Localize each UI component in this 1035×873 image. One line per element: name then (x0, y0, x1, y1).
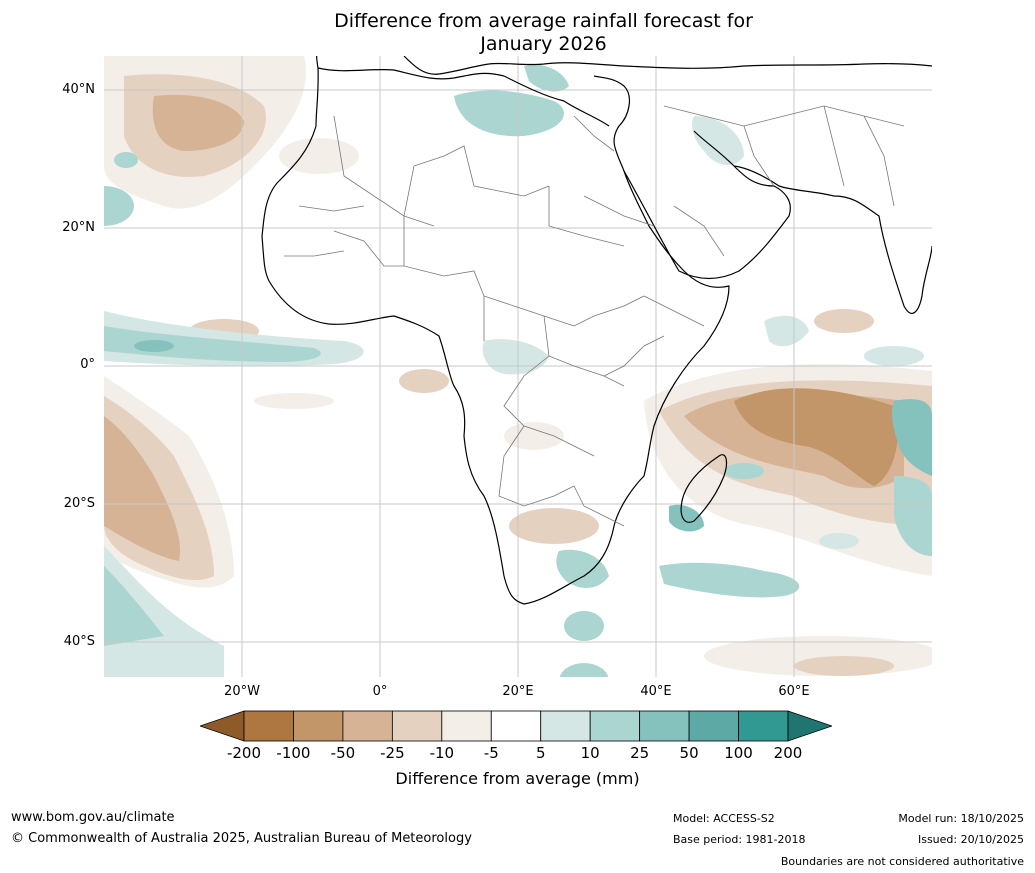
lon-label-60e: 60°E (778, 684, 810, 699)
colorbar-bin (441, 710, 492, 742)
colorbar-bin (490, 710, 542, 742)
lon-label-40e: 40°E (640, 684, 672, 699)
lat-label-0: 0° (80, 357, 95, 372)
colorbar-bin (293, 710, 344, 742)
colorbar-tick-label: 5 (535, 744, 546, 762)
map-title-date: January 2026 (480, 33, 607, 55)
colorbar-bin (688, 710, 739, 742)
colorbar (200, 710, 832, 742)
colorbar-tick-label: -50 (330, 744, 356, 762)
copyright-text: © Commonwealth of Australia 2025, Austra… (11, 831, 472, 846)
wet-anomaly-regions (104, 64, 932, 677)
colorbar-bin (243, 710, 294, 742)
lat-label-20s: 20°S (63, 496, 95, 511)
website-link[interactable]: www.bom.gov.au/climate (11, 810, 175, 825)
colorbar-tick-label: -25 (380, 744, 405, 762)
colorbar-tick-label: 10 (580, 744, 600, 762)
colorbar-bin (391, 710, 443, 742)
map-title: Difference from average rainfall forecas… (334, 10, 753, 32)
boundaries-disclaimer: Boundaries are not considered authoritat… (780, 855, 1024, 868)
colorbar-tick-label: -200 (226, 744, 262, 762)
lon-label-20w: 20°W (224, 684, 260, 699)
colorbar-tick-label: 25 (630, 744, 650, 762)
colorbar-extend-max (787, 710, 832, 742)
dry-anomaly-regions (104, 56, 932, 676)
country-borders (284, 105, 905, 527)
issued-date: Issued: 20/10/2025 (917, 833, 1024, 846)
lon-label-0: 0° (372, 684, 388, 699)
graticule (104, 56, 932, 677)
coastlines (261, 56, 932, 605)
colorbar-bin (639, 710, 690, 742)
lat-label-40n: 40°N (62, 82, 95, 97)
lat-label-40s: 40°S (63, 634, 95, 649)
colorbar-extend-min (200, 710, 245, 742)
colorbar-tick-label: -100 (276, 744, 311, 762)
colorbar-tick-label: -10 (429, 744, 455, 762)
lon-label-20e: 20°E (502, 684, 534, 699)
colorbar-bin (540, 710, 591, 742)
model-run-date: Model run: 18/10/2025 (898, 812, 1024, 825)
colorbar-tick-label: -5 (483, 744, 499, 762)
colorbar-label: Difference from average (mm) (395, 769, 640, 788)
colorbar-tick-label: 200 (773, 744, 803, 762)
lat-label-20n: 20°N (62, 220, 95, 235)
colorbar-tick-label: 100 (724, 744, 753, 762)
colorbar-bin (738, 710, 789, 742)
base-period: Base period: 1981-2018 (673, 833, 806, 846)
colorbar-bin (589, 710, 641, 742)
rainfall-anomaly-map (104, 56, 932, 677)
model-name: Model: ACCESS-S2 (673, 812, 775, 825)
colorbar-tick-label: 50 (679, 744, 699, 762)
colorbar-bin (342, 710, 393, 742)
